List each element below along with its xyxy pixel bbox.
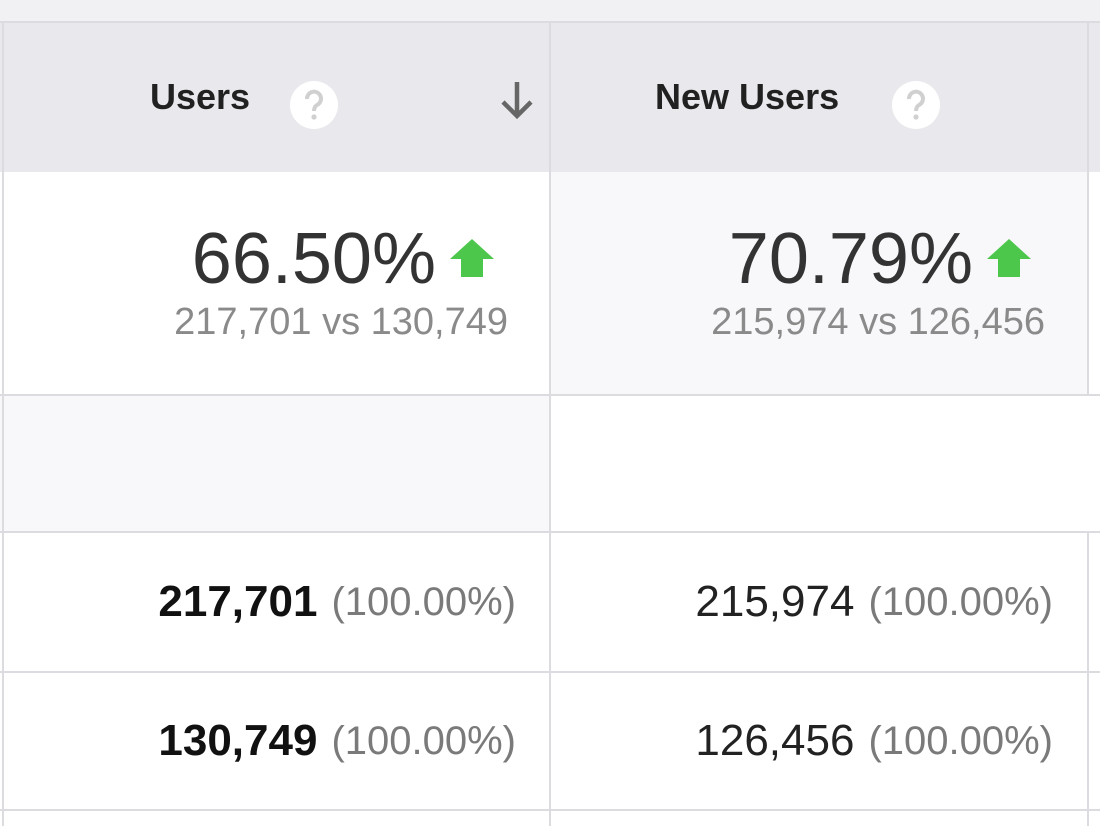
sort-arrow[interactable] <box>497 78 537 124</box>
value: 217,701 <box>158 577 318 626</box>
help-icon[interactable] <box>289 80 339 130</box>
summary-cell: 70.79% 215,974 vs 126,456 <box>550 172 1045 395</box>
border <box>1087 22 1089 395</box>
border <box>549 22 551 826</box>
cell: 215,974 (100.00%) <box>550 532 1053 672</box>
up-arrow <box>450 239 494 277</box>
spacer-bg <box>0 395 550 532</box>
change: 66.50% <box>191 219 436 299</box>
top-strip <box>0 0 1100 22</box>
change: 70.79% <box>728 219 973 299</box>
value: 126,456 <box>695 716 855 765</box>
header-new-users[interactable]: New Users <box>655 76 840 117</box>
help-icon[interactable] <box>891 80 941 130</box>
cell: 126,456 (100.00%) <box>550 672 1053 810</box>
up-arrow <box>987 239 1031 277</box>
summary-bg <box>550 172 1088 395</box>
header-users[interactable]: Users <box>150 76 251 117</box>
percent: (100.00%) <box>331 579 516 624</box>
comparison: 215,974 vs 126,456 <box>711 301 1045 343</box>
percent: (100.00%) <box>868 579 1053 624</box>
comparison: 217,701 vs 130,749 <box>174 301 508 343</box>
summary-cell: 66.50% 217,701 vs 130,749 <box>0 172 508 395</box>
border <box>2 22 4 826</box>
value: 215,974 <box>695 577 855 626</box>
cell: 130,749 (100.00%) <box>0 672 516 810</box>
cell: 217,701 (100.00%) <box>0 532 516 672</box>
value: 130,749 <box>158 716 318 765</box>
border <box>1087 532 1089 826</box>
percent: (100.00%) <box>868 718 1053 763</box>
percent: (100.00%) <box>331 718 516 763</box>
change-wrap: 66.50% <box>192 223 508 295</box>
change-wrap: 70.79% <box>729 223 1045 295</box>
